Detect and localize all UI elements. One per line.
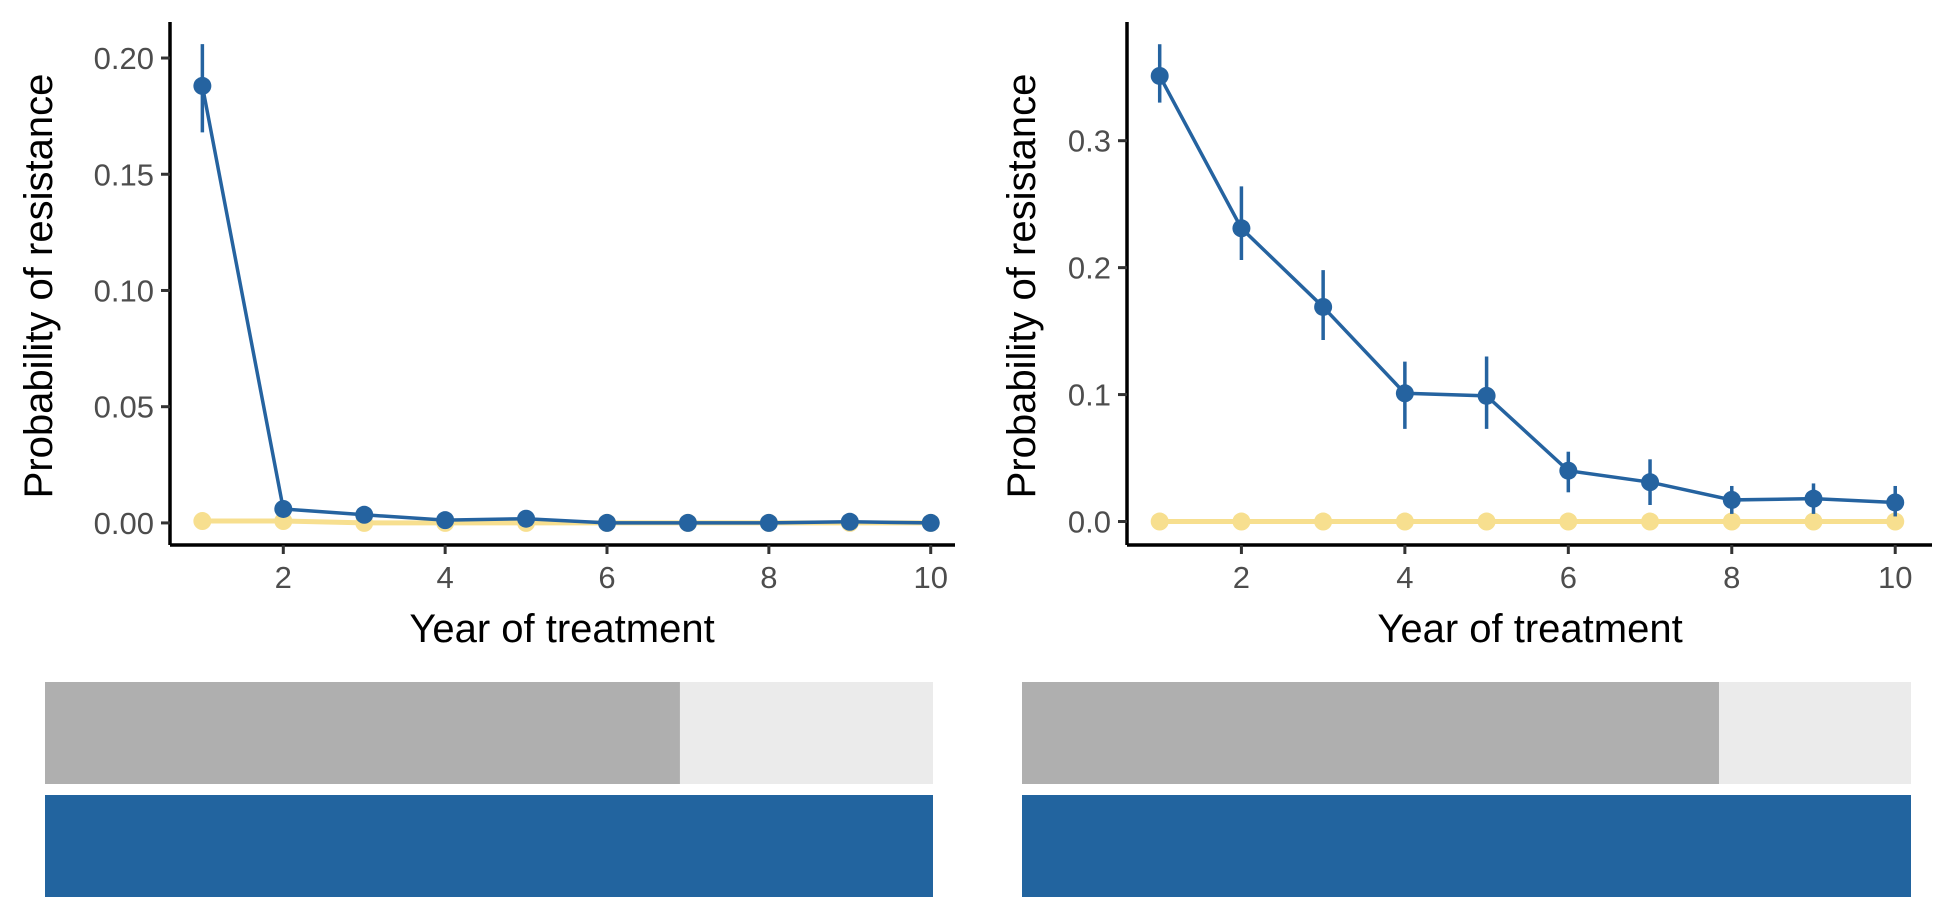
left-y-tick-label: 0.10	[94, 273, 154, 308]
left-blue-bar	[45, 795, 933, 897]
right-plot-area: 0.0 0.1 0.2 0.3 2 4 6 8 10	[1068, 22, 1932, 595]
right-blue-point	[1804, 489, 1823, 508]
right-blue-point	[1477, 386, 1496, 405]
right-panel: 0.0 0.1 0.2 0.3 2 4 6 8 10 Probability of resist…	[1000, 22, 1932, 651]
right-yellow-point	[1804, 512, 1823, 531]
right-x-tick-label: 4	[1396, 560, 1413, 595]
right-blue-point	[1395, 384, 1414, 403]
left-bar-fill	[45, 682, 680, 784]
left-y-axis-title: Probability of resistance	[17, 74, 61, 499]
left-blue-point	[598, 513, 617, 532]
left-blue-point	[193, 76, 212, 95]
right-blue-point	[1232, 219, 1251, 238]
left-blue-point	[678, 513, 697, 532]
right-blue-series-line	[1158, 75, 1896, 505]
left-panel: 0.00 0.05 0.10 0.15 0.20 2 4 6 8 10 Probability o…	[17, 22, 955, 651]
left-blue-point	[274, 499, 293, 518]
left-yellow-point	[193, 512, 212, 531]
right-blue-point	[1641, 473, 1660, 492]
left-blue-point	[921, 513, 940, 532]
right-blue-bar	[1022, 795, 1911, 897]
right-x-tick-label: 2	[1233, 560, 1250, 595]
right-blue-point	[1886, 493, 1905, 512]
right-y-tick-label: 0.0	[1068, 505, 1111, 540]
left-blue-point	[840, 512, 859, 531]
right-blue-point	[1559, 461, 1578, 480]
left-x-tick-label: 2	[275, 560, 292, 595]
right-yellow-point	[1559, 512, 1578, 531]
right-yellow-point	[1395, 512, 1414, 531]
left-y-tick-label: 0.20	[94, 41, 154, 76]
left-y-tick-label: 0.05	[94, 390, 154, 425]
right-yellow-point	[1722, 512, 1741, 531]
left-x-tick-label: 4	[437, 560, 454, 595]
left-blue-point	[517, 509, 536, 528]
left-y-tick-label: 0.15	[94, 157, 154, 192]
left-blue-point	[436, 511, 455, 530]
right-yellow-point	[1150, 512, 1169, 531]
right-yellow-point	[1886, 512, 1905, 531]
right-x-tick-label: 10	[1878, 560, 1912, 595]
left-blue-series-line	[200, 85, 931, 525]
left-y-tick-label: 0.00	[94, 506, 154, 541]
right-yellow-point	[1477, 512, 1496, 531]
right-blue-point	[1314, 297, 1333, 316]
right-y-tick-label: 0.3	[1068, 124, 1111, 159]
right-y-axis-title: Probability of resistance	[1000, 74, 1044, 499]
right-x-tick-label: 6	[1560, 560, 1577, 595]
right-blue-point	[1722, 490, 1741, 509]
right-y-tick-label: 0.1	[1068, 378, 1111, 413]
left-blue-point	[355, 505, 374, 524]
right-yellow-point	[1314, 512, 1333, 531]
left-x-axis-title: Year of treatment	[409, 607, 714, 651]
left-plot-area: 0.00 0.05 0.10 0.15 0.20 2 4 6 8 10	[94, 22, 955, 595]
right-y-tick-label: 0.2	[1068, 251, 1111, 286]
right-bar-fill	[1022, 682, 1719, 784]
right-x-tick-label: 8	[1723, 560, 1740, 595]
right-yellow-point	[1641, 512, 1660, 531]
right-blue-point	[1150, 66, 1169, 85]
left-x-tick-label: 10	[913, 560, 947, 595]
left-blue-point	[759, 513, 778, 532]
right-x-axis-title: Year of treatment	[1377, 607, 1682, 651]
left-x-tick-label: 8	[760, 560, 777, 595]
left-x-tick-label: 6	[598, 560, 615, 595]
right-yellow-point	[1232, 512, 1251, 531]
